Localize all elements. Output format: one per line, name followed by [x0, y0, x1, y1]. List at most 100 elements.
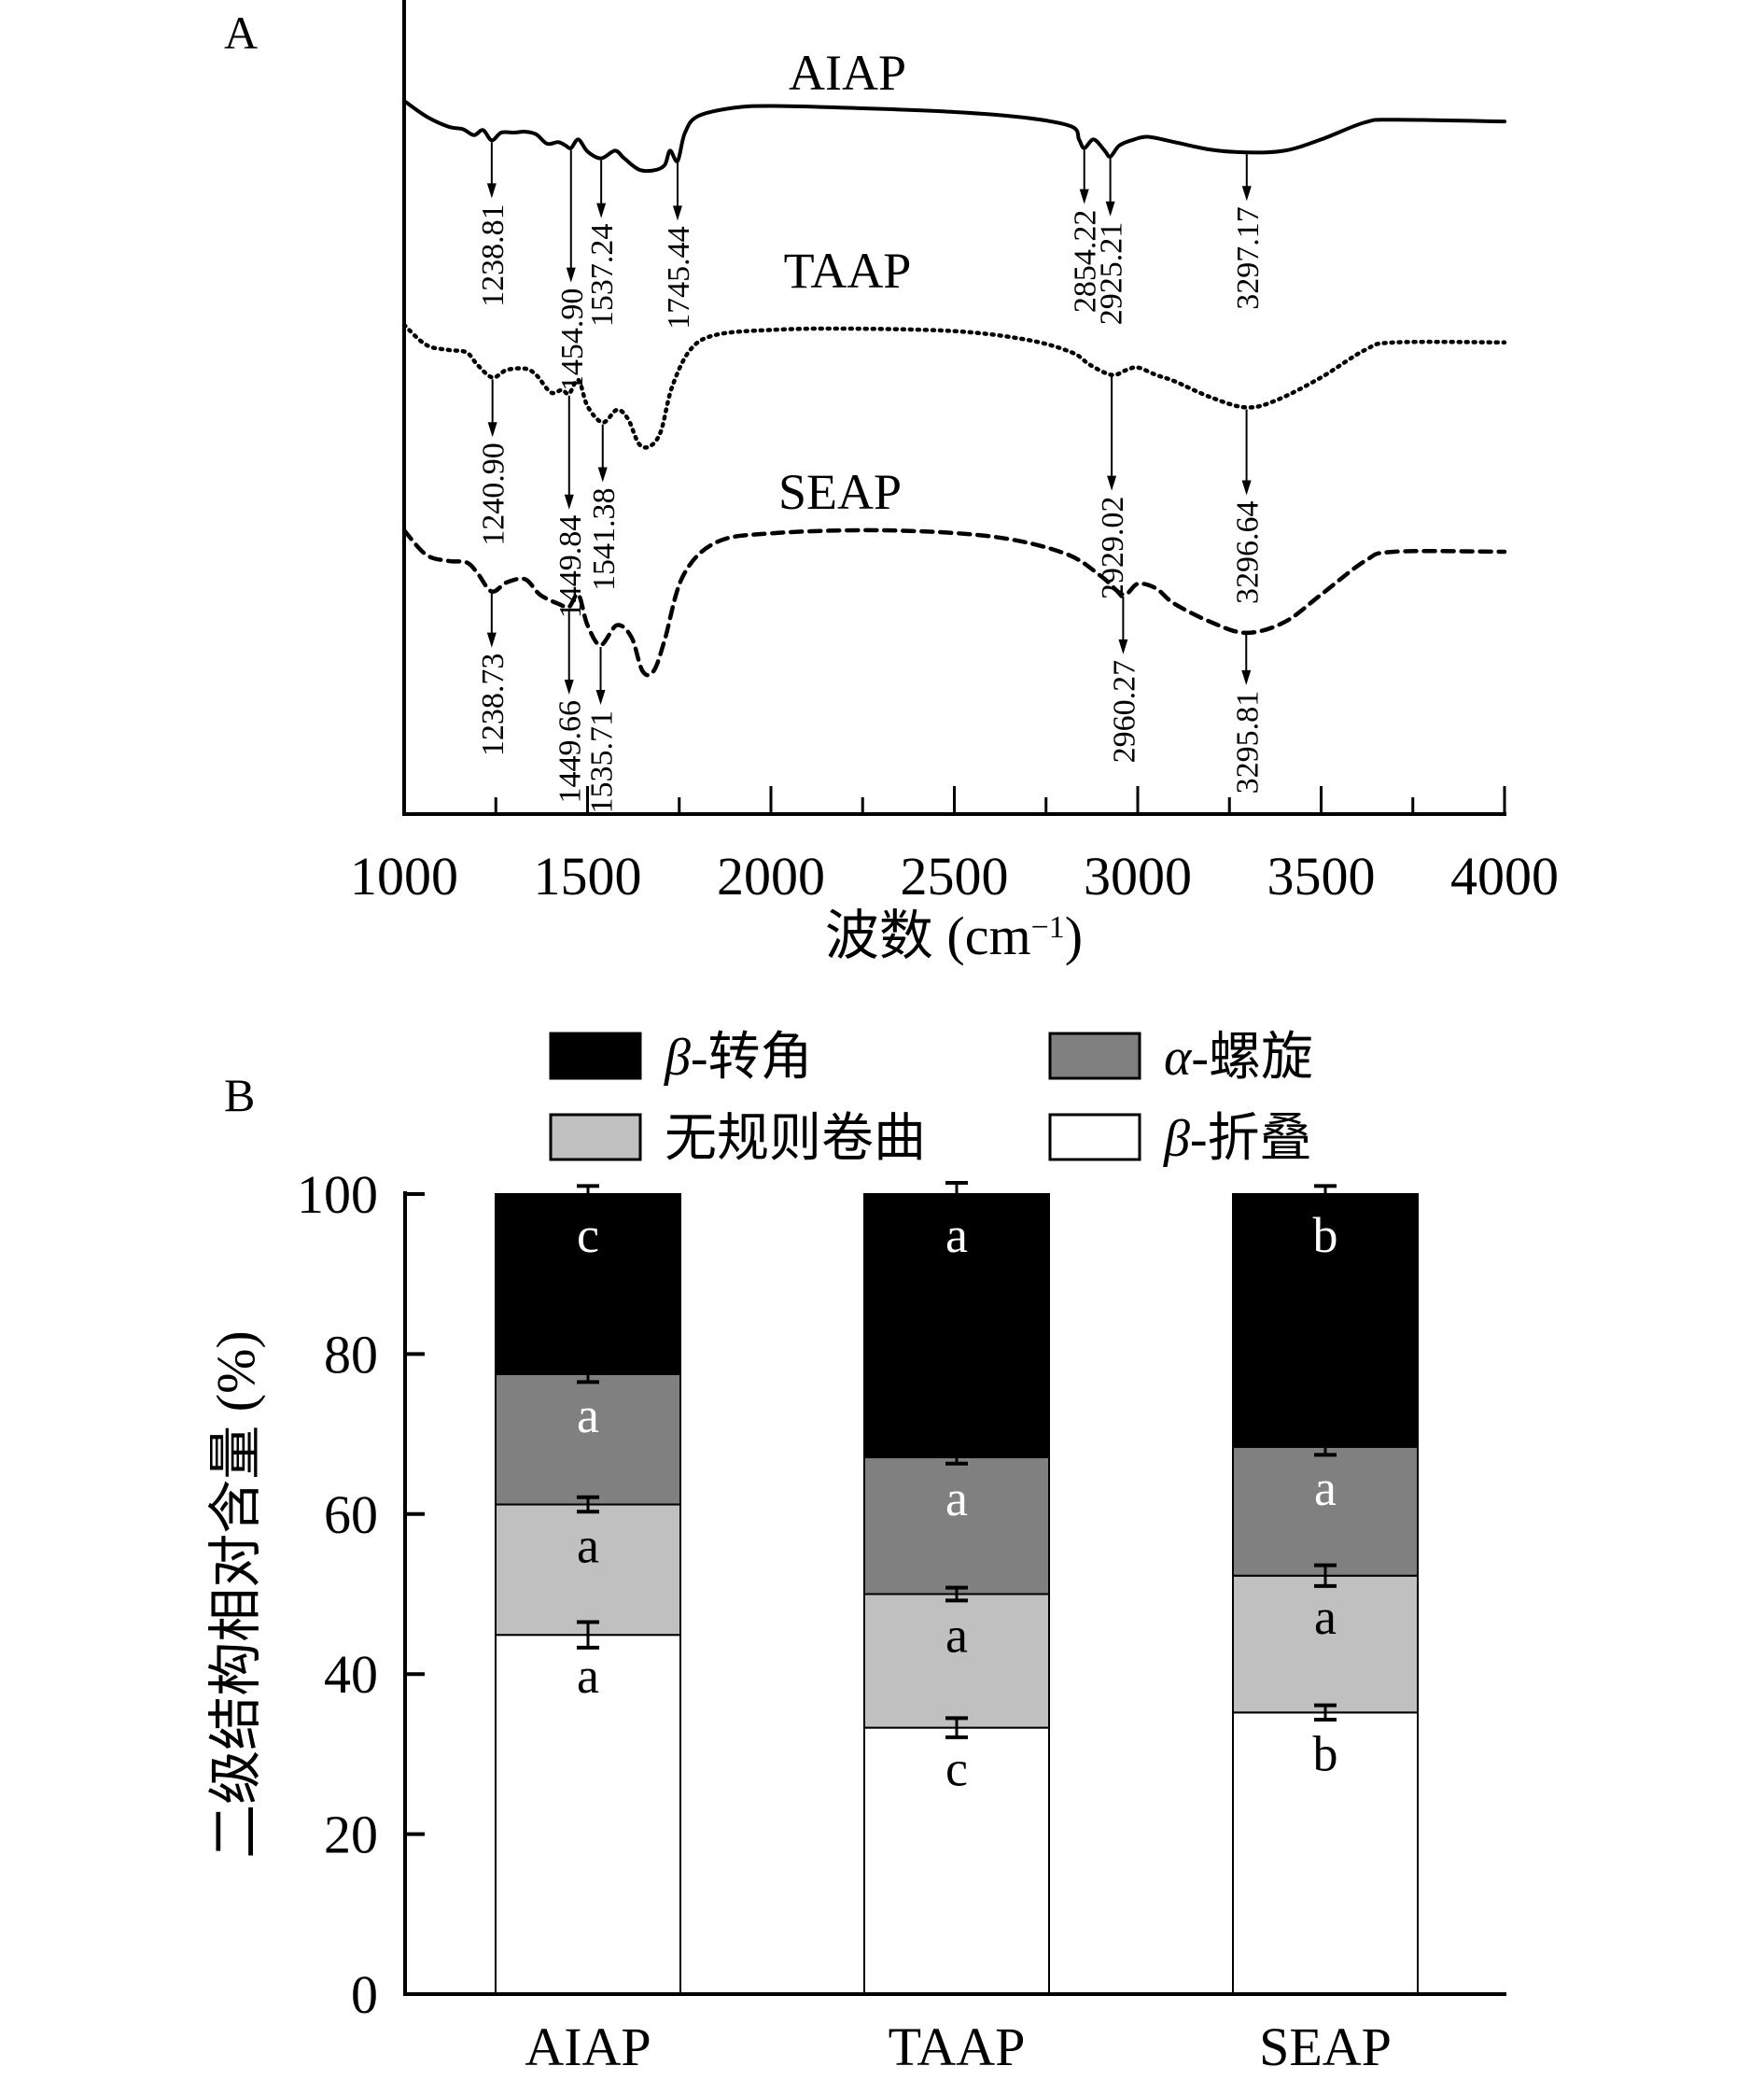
peak-arrowhead — [1105, 201, 1115, 217]
bar-segment-seap-0 — [1232, 1711, 1419, 1996]
bar-segment-taap-2 — [863, 1455, 1050, 1595]
legend-text: -螺旋 — [1191, 1029, 1313, 1087]
peak-arrowhead — [1107, 475, 1117, 491]
significance-letter: c — [945, 1741, 968, 1797]
legend-text: 无规则卷曲 — [665, 1110, 926, 1168]
legend-label: β-折叠 — [1163, 1110, 1312, 1168]
peak-arrowhead — [1241, 186, 1252, 202]
bar-segment-seap-1 — [1232, 1574, 1419, 1714]
legend-greek: β — [1163, 1110, 1190, 1168]
bar-segment-taap-3 — [863, 1193, 1050, 1458]
x-axis-title-text: 波数 (cm — [825, 906, 1031, 966]
panel-a-ftir-spectra: A 1000 1500 2000 2500 3000 3500 4000 1238.81 14… — [224, 0, 1559, 966]
peak-label: 2854.22 — [1069, 210, 1103, 314]
significance-letter: a — [945, 1608, 968, 1664]
significance-letter: a — [577, 1518, 599, 1574]
significance-letter: b — [1313, 1207, 1338, 1263]
peak-arrowhead — [1118, 639, 1128, 654]
peak-label: 1240.90 — [477, 443, 511, 546]
peak-arrowhead — [566, 267, 576, 283]
y-tick-label: 40 — [324, 1644, 378, 1705]
peak-label: 1535.71 — [585, 710, 620, 814]
significance-letter: b — [1313, 1725, 1338, 1781]
x-axis-title-superscript: −1 — [1031, 910, 1065, 945]
peak-arrowhead — [672, 205, 682, 221]
bar-segment-aiap-2 — [495, 1372, 681, 1506]
x-axis-title-close: ) — [1065, 906, 1083, 966]
x-tick-label: 1500 — [534, 846, 642, 906]
legend-swatch — [1048, 1032, 1141, 1080]
peak-arrowhead — [596, 203, 607, 218]
stacked-bars: a a a c c a a a b a a b — [495, 1181, 1419, 1996]
peak-arrowhead — [564, 680, 574, 695]
significance-letter: a — [1314, 1589, 1337, 1645]
panel-label-b: B — [224, 1069, 255, 1121]
y-tick-label: 20 — [324, 1805, 378, 1865]
peak-label: 1745.44 — [662, 226, 696, 330]
significance-letter: a — [1314, 1460, 1337, 1516]
x-tick-label: 2500 — [901, 846, 1009, 906]
bar-segment-taap-0 — [863, 1726, 1050, 1996]
legend-text: -折叠 — [1190, 1110, 1312, 1168]
series-label-taap: TAAP — [784, 243, 912, 299]
x-tick-label: 2000 — [717, 846, 825, 906]
peak-arrowhead — [595, 690, 606, 705]
significance-letter: a — [577, 1648, 599, 1704]
spectrum-curve-seap — [401, 527, 1507, 678]
legend-swatch — [549, 1032, 642, 1080]
x-tick-label-aiap: AIAP — [525, 2017, 651, 2077]
peak-label: 3295.81 — [1230, 691, 1265, 794]
series-labels: AIAP TAAP SEAP — [778, 45, 911, 520]
legend-text: -转角 — [691, 1029, 813, 1087]
y-tick-label: 80 — [324, 1324, 378, 1384]
x-axis-title-a: 波数 (cm−1) — [825, 906, 1083, 966]
legend-label: α-螺旋 — [1164, 1029, 1313, 1087]
y-tick-label: 60 — [324, 1484, 378, 1545]
peak-arrowhead — [597, 467, 608, 483]
y-tick-label: 0 — [351, 1964, 378, 2025]
legend-greek: β — [664, 1029, 691, 1087]
panel-label-a: A — [224, 7, 258, 59]
x-tick-label: 4000 — [1450, 846, 1559, 906]
significance-letter: a — [945, 1470, 968, 1526]
spectrum-curve-aiap — [402, 99, 1506, 174]
peak-arrowhead — [1241, 480, 1252, 496]
significance-letter: c — [577, 1207, 599, 1263]
x-tick-label-seap: SEAP — [1259, 2017, 1392, 2077]
legend-greek: α — [1164, 1029, 1193, 1087]
peak-label: 1449.84 — [553, 515, 588, 619]
peak-label: 1454.90 — [555, 288, 590, 392]
spectra-curves — [401, 99, 1507, 678]
peak-label: 1238.81 — [476, 204, 511, 307]
significance-letter: a — [945, 1207, 968, 1263]
peak-arrowhead — [1241, 669, 1252, 685]
series-label-seap: SEAP — [778, 464, 902, 520]
peak-label: 2929.02 — [1096, 497, 1130, 600]
x-tick-label: 1000 — [350, 846, 458, 906]
peak-arrowhead — [486, 632, 497, 648]
spectrum-curve-taap — [401, 322, 1507, 450]
y-axis-title-b: 二级结构相对含量 (%) — [205, 1330, 266, 1858]
peak-label: 1238.73 — [476, 654, 511, 757]
peak-arrowhead — [486, 183, 497, 199]
bar-segment-aiap-0 — [495, 1634, 681, 1996]
peak-arrowhead — [487, 422, 497, 438]
peak-label: 3296.64 — [1231, 500, 1266, 604]
legend-swatch — [549, 1113, 642, 1161]
peak-label: 3297.17 — [1231, 206, 1266, 310]
x-tick-label-taap: TAAP — [889, 2017, 1026, 2077]
x-ticks-a: 1000 1500 2000 2500 3000 3500 4000 — [350, 786, 1559, 906]
peak-label: 1541.38 — [587, 488, 622, 592]
x-tick-labels-b: AIAP TAAP SEAP — [525, 2017, 1392, 2077]
peak-label: 2925.21 — [1095, 222, 1129, 325]
peak-label: 1449.66 — [553, 700, 588, 804]
legend-swatch — [1048, 1113, 1141, 1161]
significance-letter: a — [577, 1387, 599, 1443]
y-tick-label: 100 — [297, 1164, 378, 1225]
x-tick-label: 3500 — [1267, 846, 1376, 906]
peak-label: 1537.24 — [585, 224, 620, 328]
